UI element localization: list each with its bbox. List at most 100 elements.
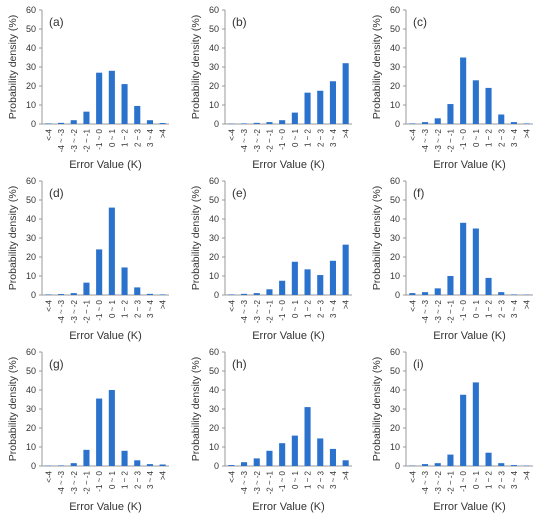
bar	[485, 452, 492, 466]
y-tick-label: 20	[390, 81, 400, 91]
bar	[279, 280, 286, 295]
x-tick-label: -3 ~ -2	[253, 299, 262, 323]
x-tick-label: >4	[342, 128, 351, 138]
y-tick-label: 50	[209, 195, 219, 205]
x-tick-label: -2 ~ -1	[82, 470, 91, 494]
y-tick-label: 50	[26, 24, 36, 34]
x-tick-label: -2 ~ -1	[446, 128, 455, 152]
x-tick-label: -2 ~ -1	[265, 128, 274, 152]
x-tick-label: 3 ~ 4	[510, 299, 519, 318]
bar	[96, 72, 103, 124]
bar	[108, 207, 115, 295]
panel-label: (a)	[49, 15, 64, 29]
bar	[83, 111, 90, 124]
x-tick-label: -3 ~ -2	[434, 299, 443, 323]
x-tick-label: 2 ~ 3	[316, 299, 325, 318]
bar	[472, 80, 479, 124]
bar	[498, 292, 505, 295]
bar	[342, 460, 349, 466]
y-tick-label: 40	[390, 385, 400, 395]
x-tick-label: >4	[159, 128, 168, 138]
x-tick-label: -2 ~ -1	[265, 470, 274, 494]
bar	[329, 81, 336, 124]
bar	[253, 122, 260, 124]
bar	[70, 463, 77, 466]
bar	[241, 462, 248, 466]
bar	[134, 105, 141, 124]
y-tick-label: 30	[26, 233, 36, 243]
y-tick-label: 20	[390, 423, 400, 433]
panel-label: (e)	[232, 186, 247, 200]
x-tick-label: 0 ~ 1	[291, 299, 300, 318]
x-tick-label: 2 ~ 3	[497, 128, 506, 147]
y-tick-label: 60	[390, 347, 400, 357]
x-tick-label: -1 ~ 0	[95, 128, 104, 149]
x-tick-label: 0 ~ 1	[291, 128, 300, 147]
bar	[422, 292, 429, 295]
bar	[83, 449, 90, 466]
bar	[241, 123, 248, 124]
x-tick-label: >4	[159, 470, 168, 480]
x-tick-label: -1 ~ 0	[459, 299, 468, 320]
bar	[304, 407, 311, 466]
x-tick-label: -4 ~ -3	[421, 470, 430, 494]
x-tick-label: >4	[159, 299, 168, 309]
y-tick-label: 0	[214, 461, 219, 471]
x-tick-label: 2 ~ 3	[133, 470, 142, 489]
x-tick-label: -2 ~ -1	[82, 128, 91, 152]
x-tick-label: >4	[523, 299, 532, 309]
x-axis-title: Error Value (K)	[433, 159, 506, 171]
x-axis-title: Error Value (K)	[433, 501, 506, 513]
x-tick-label: 1 ~ 2	[304, 470, 313, 489]
y-tick-label: 30	[390, 404, 400, 414]
bar	[434, 288, 441, 295]
bar	[304, 269, 311, 295]
x-tick-label: -3 ~ -2	[70, 299, 79, 323]
bar	[447, 276, 454, 295]
panel-label: (h)	[232, 357, 247, 371]
x-tick-label: >4	[342, 470, 351, 480]
y-tick-label: 0	[395, 290, 400, 300]
y-tick-label: 20	[26, 252, 36, 262]
y-tick-label: 40	[209, 214, 219, 224]
y-axis-title: Probability density (%)	[7, 186, 19, 290]
panel-label: (i)	[413, 357, 424, 371]
y-tick-label: 40	[390, 43, 400, 53]
bar	[266, 122, 273, 124]
x-tick-label: -2 ~ -1	[82, 299, 91, 323]
x-tick-label: -4 ~ -3	[421, 299, 430, 323]
y-tick-label: 20	[209, 252, 219, 262]
y-tick-label: 40	[209, 43, 219, 53]
panel-label: (d)	[49, 186, 64, 200]
x-tick-label: <-4	[44, 128, 53, 140]
x-tick-label: -3 ~ -2	[434, 128, 443, 152]
y-tick-label: 60	[390, 176, 400, 186]
bar	[253, 458, 260, 466]
bar	[485, 87, 492, 124]
x-axis-title: Error Value (K)	[69, 159, 142, 171]
y-tick-label: 0	[214, 290, 219, 300]
y-tick-label: 0	[31, 461, 36, 471]
bar	[279, 120, 286, 124]
bar	[58, 294, 65, 295]
bar	[253, 293, 260, 295]
x-tick-label: 3 ~ 4	[329, 299, 338, 318]
x-tick-label: 3 ~ 4	[146, 299, 155, 318]
x-tick-label: -4 ~ -3	[240, 470, 249, 494]
y-tick-label: 0	[395, 119, 400, 129]
y-tick-label: 10	[390, 271, 400, 281]
x-axis-title: Error Value (K)	[252, 330, 325, 342]
x-tick-label: 1 ~ 2	[304, 299, 313, 318]
x-axis-title: Error Value (K)	[252, 501, 325, 513]
bar	[70, 120, 77, 124]
y-axis-title: Probability density (%)	[190, 186, 202, 290]
bar	[409, 293, 416, 295]
y-tick-label: 60	[26, 176, 36, 186]
y-tick-label: 60	[26, 5, 36, 15]
bar	[146, 120, 153, 124]
y-tick-label: 60	[390, 5, 400, 15]
bar	[108, 390, 115, 466]
x-tick-label: 1 ~ 2	[304, 128, 313, 147]
y-tick-label: 20	[209, 81, 219, 91]
y-tick-label: 10	[390, 100, 400, 110]
